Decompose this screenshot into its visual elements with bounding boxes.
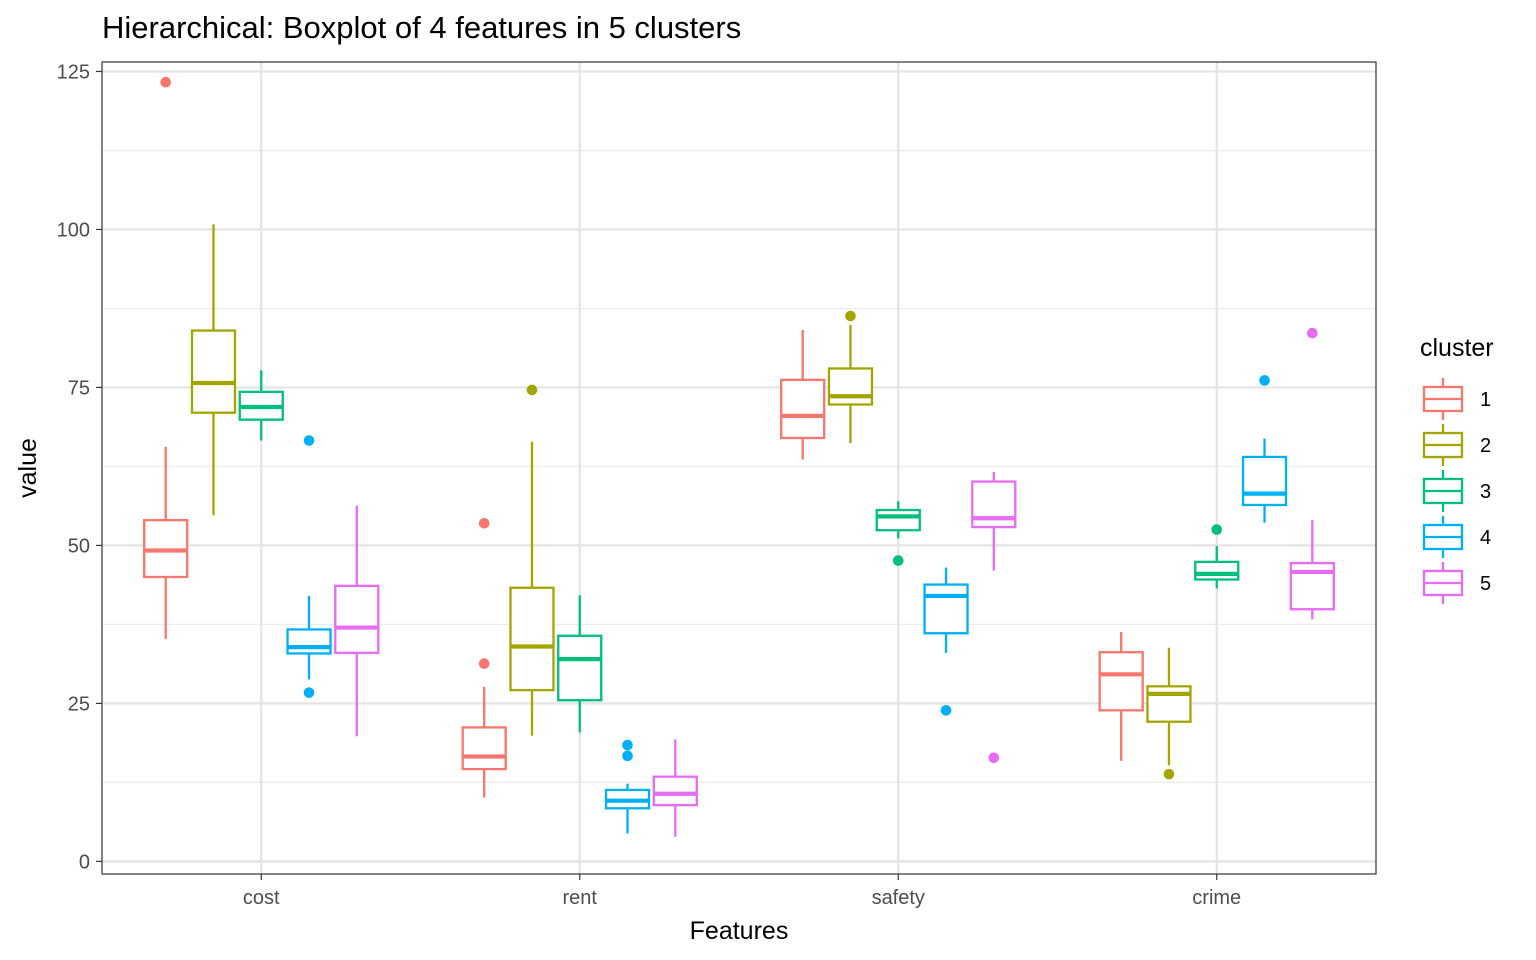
grid-lines	[102, 62, 1376, 874]
box-iqr	[1146, 685, 1192, 723]
outlier-point	[622, 750, 633, 762]
boxplot-cluster-1-rent	[461, 517, 507, 798]
box-iqr	[190, 329, 237, 414]
boxplot-cluster-3-safety	[875, 501, 921, 566]
outlier-point	[303, 687, 315, 698]
box-iqr	[923, 583, 969, 635]
boxplot-cluster-2-cost	[190, 224, 237, 516]
x-tick-label: crime	[1192, 887, 1241, 909]
boxplot-cluster-4-rent	[604, 739, 651, 834]
boxplot-cluster-5-safety	[971, 472, 1017, 764]
outlier-point	[940, 705, 952, 716]
legend-item-3: 3	[1420, 468, 1491, 514]
box-iqr	[652, 775, 698, 807]
x-axis-title: Features	[690, 917, 789, 945]
outlier-point	[1307, 327, 1318, 339]
legend-label: 3	[1480, 481, 1491, 503]
legend-label: 2	[1480, 435, 1491, 457]
x-tick-label: cost	[243, 887, 280, 909]
legend-label: 5	[1480, 573, 1491, 595]
boxes	[143, 76, 1335, 837]
legend-title: cluster	[1420, 334, 1494, 362]
box-iqr	[286, 628, 332, 655]
boxplot-cluster-3-crime	[1194, 524, 1240, 589]
box-iqr	[461, 726, 507, 771]
outlier-point	[160, 76, 171, 88]
y-tick-label: 125	[57, 61, 90, 83]
boxplot-cluster-3-rent	[557, 595, 603, 733]
x-tick-label: safety	[872, 887, 925, 909]
legend-item-1: 1	[1420, 376, 1491, 422]
outlier-point	[988, 752, 1000, 764]
outlier-point	[845, 310, 856, 322]
boxplot-cluster-4-cost	[286, 435, 332, 698]
box-iqr	[509, 586, 555, 692]
box-iqr	[334, 584, 380, 654]
box-iqr	[780, 378, 826, 440]
legend-item-5: 5	[1420, 560, 1491, 606]
outlier-point	[303, 435, 315, 446]
chart-title: Hierarchical: Boxplot of 4 features in 5…	[102, 10, 741, 45]
boxplot-cluster-4-safety	[923, 567, 969, 716]
plot-panel-border	[101, 61, 1377, 875]
outlier-point	[1259, 375, 1270, 386]
boxplot-cluster-1-cost	[143, 76, 189, 639]
box-iqr	[827, 367, 874, 406]
outlier-point	[892, 555, 904, 566]
outlier-point	[478, 517, 490, 529]
y-tick-label: 50	[68, 535, 90, 557]
y-tick-label: 25	[68, 693, 90, 715]
box-iqr	[1098, 651, 1144, 712]
box-iqr	[875, 508, 921, 532]
legend: 1 2 3 4 5	[1420, 376, 1491, 606]
outlier-point	[478, 658, 490, 669]
outlier-point	[1211, 524, 1223, 535]
plot-panel	[102, 62, 1376, 874]
box-iqr	[557, 634, 603, 702]
box-iqr	[1241, 455, 1288, 507]
y-tick-label: 100	[57, 219, 90, 241]
boxplot-cluster-4-crime	[1241, 375, 1288, 523]
boxplot-cluster-1-crime	[1098, 631, 1144, 761]
axes: 0 25 50 75 100 125 cost rent safety crime	[57, 61, 1242, 909]
y-tick-label: 0	[79, 851, 90, 873]
y-tick-label: 75	[68, 377, 90, 399]
legend-item-4: 4	[1420, 514, 1491, 560]
boxplot-cluster-2-crime	[1146, 647, 1192, 780]
x-tick-label: rent	[563, 887, 598, 909]
box-iqr	[1194, 560, 1240, 581]
boxplot-cluster-1-safety	[780, 329, 826, 460]
boxplot-cluster-5-crime	[1289, 327, 1335, 620]
boxplot-cluster-5-cost	[334, 505, 380, 737]
legend-item-2: 2	[1420, 422, 1491, 468]
boxplot-cluster-2-rent	[509, 384, 555, 736]
outlier-point	[526, 384, 538, 396]
legend-label: 4	[1480, 527, 1491, 549]
y-axis-title: value	[14, 438, 42, 498]
boxplot-cluster-2-safety	[827, 310, 874, 444]
outlier-point	[1163, 768, 1175, 780]
boxplot-cluster-5-rent	[652, 739, 698, 837]
legend-label: 1	[1480, 389, 1491, 411]
outlier-point	[622, 739, 633, 751]
boxplot-cluster-3-cost	[238, 370, 284, 441]
